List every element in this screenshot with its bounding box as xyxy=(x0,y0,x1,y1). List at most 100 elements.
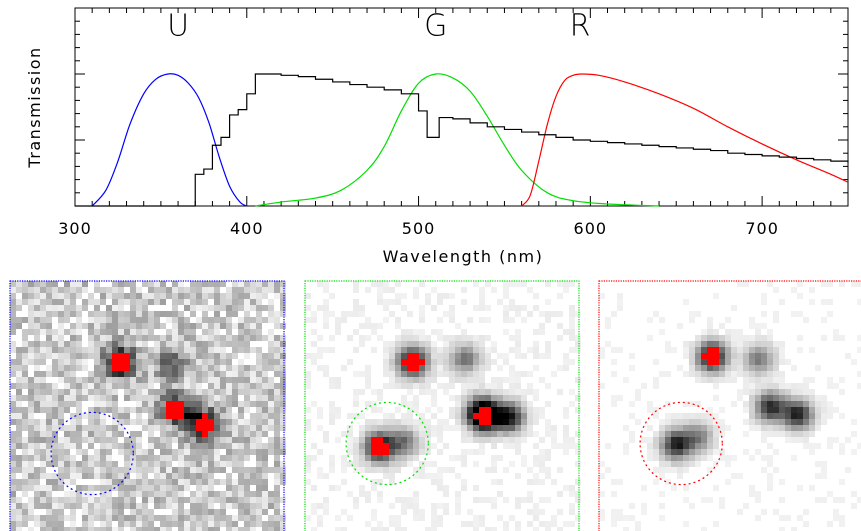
image-pixel xyxy=(395,449,401,455)
image-pixel xyxy=(533,503,539,509)
image-pixel xyxy=(52,305,58,311)
image-pixel xyxy=(821,281,827,287)
image-pixel xyxy=(557,311,563,317)
image-pixel xyxy=(407,437,413,443)
image-pixel xyxy=(94,425,100,431)
image-pixel xyxy=(335,485,341,491)
image-pixel xyxy=(509,377,515,383)
image-pixel xyxy=(130,359,136,365)
image-pixel xyxy=(16,461,22,467)
image-pixel xyxy=(178,461,184,467)
image-pixel xyxy=(467,389,473,395)
image-pixel xyxy=(683,401,689,407)
image-pixel xyxy=(437,335,443,341)
image-pixel xyxy=(148,287,154,293)
image-pixel xyxy=(262,521,268,527)
image-pixel xyxy=(419,305,425,311)
image-pixel xyxy=(10,317,16,323)
image-pixel xyxy=(707,329,713,335)
image-pixel xyxy=(725,359,731,365)
image-pixel xyxy=(106,383,112,389)
image-pixel xyxy=(70,329,76,335)
image-pixel xyxy=(665,443,671,449)
image-pixel xyxy=(491,401,497,407)
image-pixel xyxy=(250,419,256,425)
image-pixel xyxy=(371,323,377,329)
image-pixel xyxy=(64,455,70,461)
image-pixel xyxy=(244,365,250,371)
image-pixel xyxy=(148,401,154,407)
image-pixel xyxy=(491,407,497,413)
image-pixel xyxy=(701,449,707,455)
image-pixel xyxy=(214,443,220,449)
image-pixel xyxy=(431,359,437,365)
image-pixel xyxy=(821,335,827,341)
image-pixel xyxy=(515,371,521,377)
image-pixel xyxy=(701,497,707,503)
image-pixel xyxy=(629,437,635,443)
image-pixel xyxy=(232,287,238,293)
image-pixel xyxy=(557,293,563,299)
image-pixel xyxy=(377,449,383,455)
image-pixel xyxy=(34,479,40,485)
image-pixel xyxy=(737,395,743,401)
image-pixel xyxy=(551,431,557,437)
image-pixel xyxy=(317,503,323,509)
image-pixel xyxy=(214,365,220,371)
image-pixel xyxy=(208,527,214,531)
image-pixel xyxy=(250,323,256,329)
image-pixel xyxy=(383,347,389,353)
image-pixel xyxy=(695,347,701,353)
image-pixel xyxy=(40,371,46,377)
image-pixel xyxy=(791,455,797,461)
image-pixel xyxy=(130,323,136,329)
image-pixel xyxy=(52,299,58,305)
image-pixel xyxy=(689,419,695,425)
image-pixel xyxy=(323,287,329,293)
image-pixel xyxy=(142,467,148,473)
image-pixel xyxy=(437,515,443,521)
image-pixel xyxy=(232,467,238,473)
image-pixel xyxy=(244,443,250,449)
image-pixel xyxy=(701,353,707,359)
image-pixel xyxy=(707,431,713,437)
image-pixel xyxy=(737,281,743,287)
image-pixel xyxy=(76,467,82,473)
image-pixel xyxy=(389,431,395,437)
image-pixel xyxy=(184,413,190,419)
image-pixel xyxy=(124,419,130,425)
image-pixel xyxy=(425,527,431,531)
image-pixel xyxy=(821,401,827,407)
image-pixel xyxy=(118,317,124,323)
image-pixel xyxy=(503,419,509,425)
image-pixel xyxy=(323,503,329,509)
image-pixel xyxy=(479,377,485,383)
image-pixel xyxy=(815,425,821,431)
image-pixel xyxy=(22,365,28,371)
image-pixel xyxy=(190,353,196,359)
image-pixel xyxy=(94,311,100,317)
image-pixel xyxy=(701,431,707,437)
image-pixel xyxy=(479,383,485,389)
image-pixel xyxy=(719,455,725,461)
aperture-circle xyxy=(50,411,134,496)
image-pixel xyxy=(323,497,329,503)
image-pixel xyxy=(845,437,851,443)
image-pixel xyxy=(305,419,311,425)
image-pixel xyxy=(112,509,118,515)
image-pixel xyxy=(551,425,557,431)
image-pixel xyxy=(22,281,28,287)
image-pixel xyxy=(130,407,136,413)
image-pixel xyxy=(142,383,148,389)
image-pixel xyxy=(497,515,503,521)
image-pixel xyxy=(683,497,689,503)
image-pixel xyxy=(707,341,713,347)
image-pixel xyxy=(491,443,497,449)
image-pixel xyxy=(365,371,371,377)
image-pixel xyxy=(250,491,256,497)
image-pixel xyxy=(82,485,88,491)
image-pixel xyxy=(563,407,569,413)
image-pixel xyxy=(100,371,106,377)
image-pixel xyxy=(160,407,166,413)
image-pixel xyxy=(815,365,821,371)
